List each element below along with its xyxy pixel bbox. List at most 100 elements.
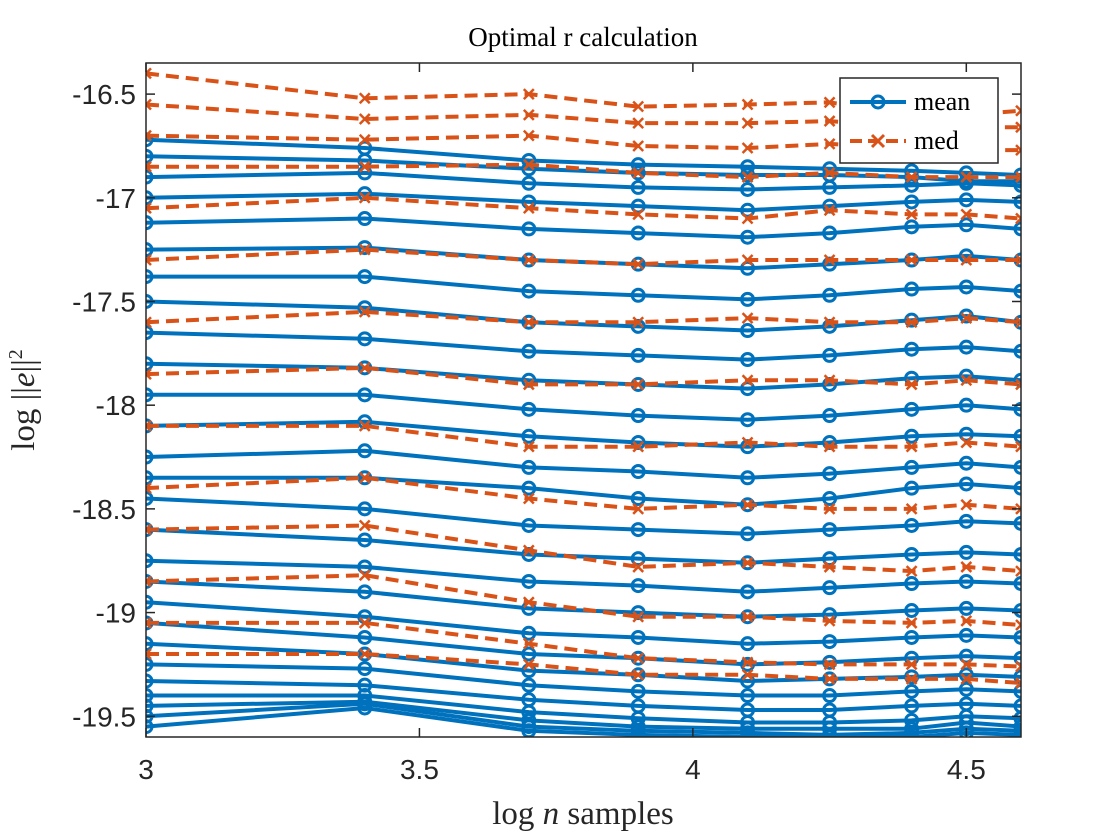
med-x-marker: [632, 502, 645, 515]
mean-line-path: [146, 693, 1021, 725]
mean-circle-marker: [822, 551, 838, 567]
x-tick-label: 3: [138, 754, 154, 785]
med-x-marker: [146, 160, 152, 173]
mean-circle-marker: [740, 688, 756, 704]
mean-circle-marker: [1013, 515, 1021, 531]
mean-circle-marker: [958, 339, 974, 355]
plot-area: [145, 62, 1022, 738]
mean-circle-marker: [904, 712, 920, 728]
med-x-marker: [741, 656, 754, 669]
mean-circle-marker: [630, 629, 646, 645]
mean-circle-marker: [958, 279, 974, 295]
med-x-marker: [146, 617, 152, 629]
mean-circle-marker: [958, 681, 974, 697]
mean-circle-marker: [958, 648, 974, 664]
x-axis-ticks: 3 3.5 4 4.5: [138, 63, 986, 785]
med-series-line-7: [146, 361, 1021, 391]
med-x-marker: [358, 92, 371, 105]
med-x-marker: [146, 575, 152, 588]
mean-circle-marker: [630, 287, 646, 303]
med-x-marker: [960, 208, 973, 221]
med-x-marker: [522, 637, 535, 650]
med-x-marker: [522, 596, 535, 609]
mean-circle-marker: [958, 192, 974, 208]
med-x-marker: [1015, 677, 1021, 689]
med-x-marker: [741, 498, 754, 511]
mean-circle-marker: [822, 729, 838, 737]
med-x-marker: [823, 658, 836, 671]
mean-circle-marker: [904, 480, 920, 496]
mean-circle-marker: [1013, 719, 1021, 735]
mean-line-path: [146, 245, 1021, 271]
x-tick-label: 3.5: [400, 754, 439, 785]
mean-circle-marker: [146, 553, 154, 569]
med-x-marker: [522, 254, 535, 266]
med-x-marker: [823, 673, 836, 685]
mean-circle-marker: [357, 501, 373, 517]
mean-circle-marker: [146, 449, 154, 465]
mean-circle-marker: [904, 401, 920, 417]
mean-circle-marker: [904, 341, 920, 357]
mean-circle-marker: [357, 688, 373, 704]
mean-circle-marker: [521, 283, 537, 299]
med-x-marker: [358, 361, 371, 374]
mean-circle-marker: [521, 175, 537, 191]
med-series-line-4: [146, 191, 1021, 225]
mean-circle-marker: [1013, 547, 1021, 562]
mean-line-path: [146, 419, 1021, 449]
mean-circle-marker: [521, 677, 537, 693]
mean-circle-marker: [822, 466, 838, 482]
med-x-marker: [522, 158, 535, 171]
mean-circle-marker: [146, 356, 154, 372]
med-x-marker: [522, 658, 535, 671]
med-x-marker: [522, 492, 535, 505]
mean-line-path: [146, 662, 1021, 698]
mean-circle-marker: [630, 719, 646, 735]
mean-circle-marker: [630, 464, 646, 480]
mean-circle-marker: [146, 688, 154, 704]
mean-circle-marker: [146, 636, 154, 652]
x-axis-label: log n samples: [492, 796, 674, 832]
legend-med-label: med: [914, 126, 959, 155]
med-x-marker: [905, 440, 918, 453]
med-x-marker: [823, 137, 836, 150]
mean-circle-marker: [958, 696, 974, 712]
mean-circle-marker: [521, 343, 537, 359]
med-x-marker: [632, 316, 645, 329]
med-x-marker: [1015, 104, 1021, 117]
mean-circle-marker: [1013, 459, 1021, 475]
mean-circle-marker: [357, 387, 373, 403]
mean-circle-marker: [146, 169, 154, 185]
med-x-marker: [741, 171, 754, 183]
med-x-marker: [358, 191, 371, 204]
mean-series-line-12: [146, 491, 1021, 542]
med-x-marker: [358, 113, 371, 125]
med-x-marker: [905, 673, 918, 685]
y-tick-label: -19.5: [72, 701, 136, 732]
med-x-marker: [522, 129, 535, 142]
med-x-marker: [1015, 440, 1021, 453]
med-series-line-13: [146, 648, 1021, 689]
med-x-marker: [741, 98, 754, 111]
med-x-marker: [960, 498, 973, 511]
mean-line-path: [146, 558, 1021, 594]
med-x-marker: [358, 305, 371, 318]
med-x-marker: [632, 440, 645, 453]
med-x-marker: [823, 254, 836, 266]
mean-circle-marker: [740, 182, 756, 198]
mean-circle-marker: [740, 159, 756, 175]
mean-circle-marker: [1013, 698, 1021, 714]
mean-circle-marker: [904, 629, 920, 645]
mean-circle-marker: [630, 522, 646, 538]
y-tick-label: -18.5: [72, 494, 136, 525]
mean-circle-marker: [357, 300, 373, 316]
med-x-marker: [741, 374, 754, 387]
mean-circle-marker: [357, 661, 373, 677]
mean-circle-marker: [904, 517, 920, 533]
med-x-marker: [741, 556, 754, 569]
mean-circle-marker: [740, 526, 756, 542]
legend: mean med: [839, 77, 999, 164]
mean-circle-marker: [146, 656, 154, 672]
med-x-marker: [905, 316, 918, 329]
x-tick-label: 4: [685, 754, 701, 785]
